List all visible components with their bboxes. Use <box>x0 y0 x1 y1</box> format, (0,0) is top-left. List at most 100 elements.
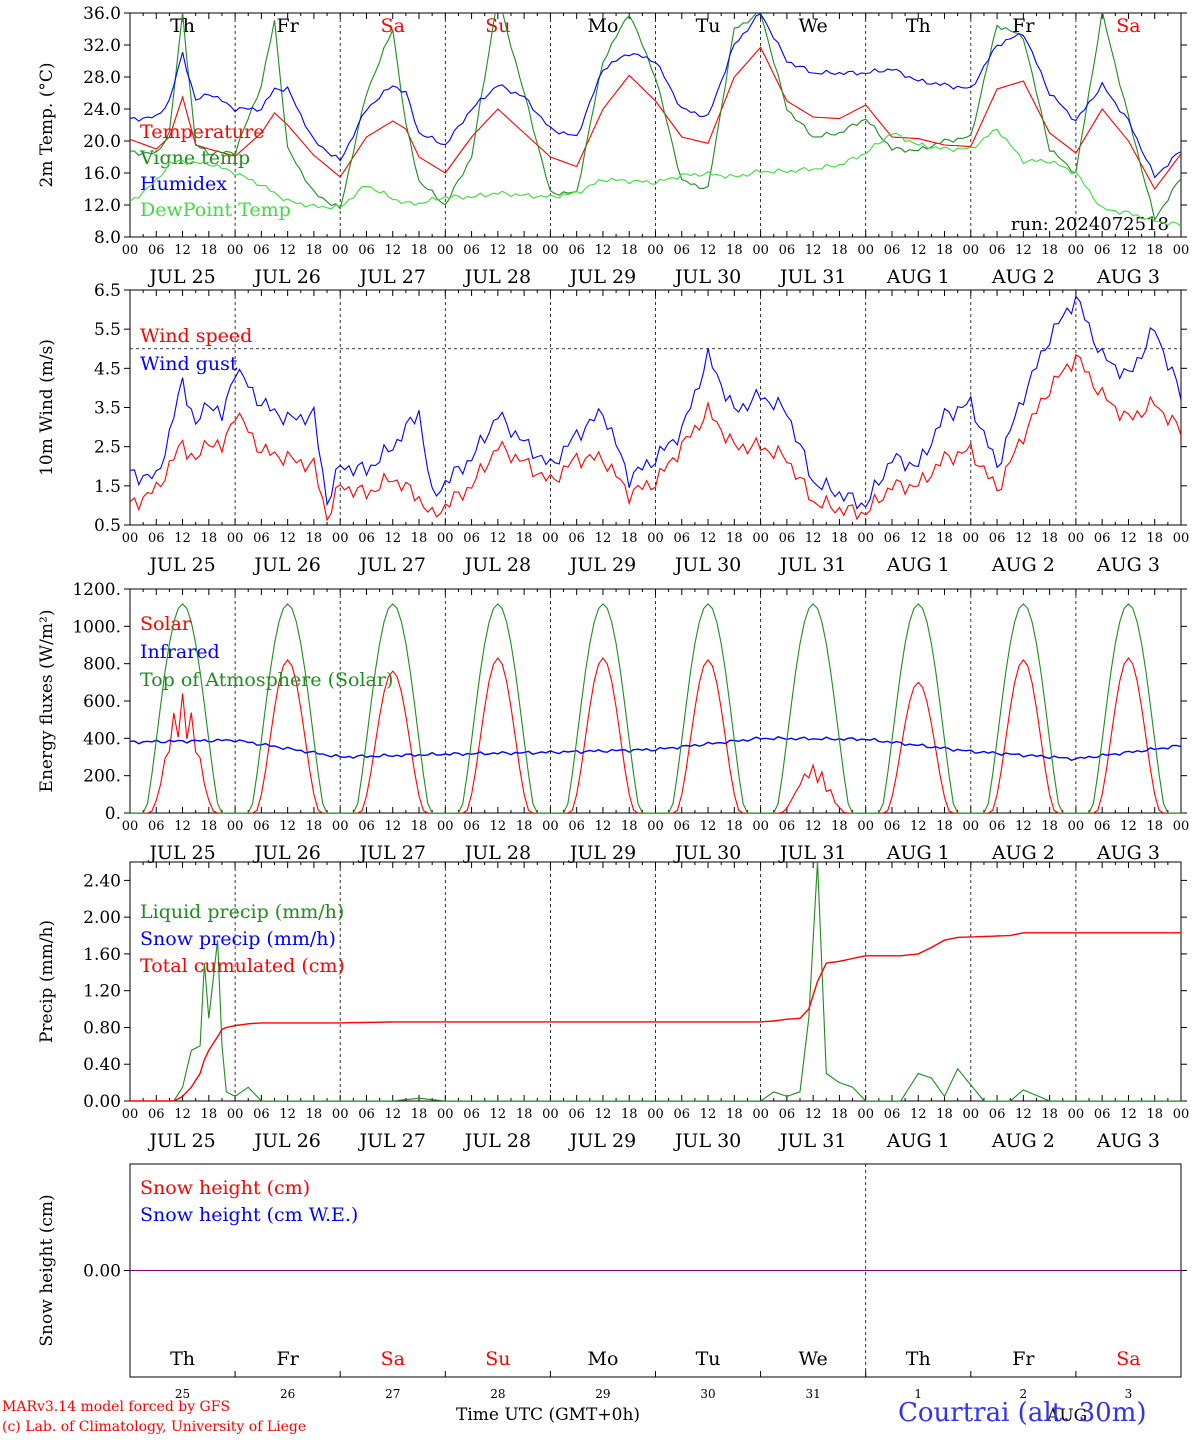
panel-energy: 0. 200. 400. 600. 800. 1000. 1200. Energy fluxe… <box>37 580 1189 864</box>
hour-tick-label: 18 <box>516 1107 533 1122</box>
weekday-label: Th <box>170 1348 195 1370</box>
day-number-label: 3 <box>1125 1387 1133 1401</box>
hour-tick-label: 18 <box>831 1107 848 1122</box>
y-tick-label: 20.0 <box>83 132 121 152</box>
hour-tick-label: 00 <box>647 531 664 546</box>
day-number-label: 25 <box>175 1387 190 1401</box>
hour-tick-label: 00 <box>1173 819 1190 834</box>
hour-tick-label: 18 <box>306 819 323 834</box>
overlay-label: AUG <box>1046 1406 1087 1426</box>
hour-tick-label: 06 <box>463 531 480 546</box>
date-label: AUG 1 <box>886 842 950 864</box>
hour-tick-label: 00 <box>122 819 139 834</box>
hour-tick-label: 06 <box>884 819 901 834</box>
y-axis-label: 2m Temp. (°C) <box>37 62 57 187</box>
legend-entry: Infrared <box>140 641 220 663</box>
hour-tick-label: 00 <box>857 1107 874 1122</box>
date-label: JUL 30 <box>673 554 741 576</box>
legend-entry: Snow height (cm W.E.) <box>140 1204 358 1226</box>
weekday-label: Fr <box>1012 1348 1035 1370</box>
hour-tick-label: 12 <box>1015 819 1032 834</box>
hour-tick-label: 00 <box>1068 1107 1085 1122</box>
hour-tick-label: 12 <box>700 1107 717 1122</box>
date-label: AUG 1 <box>886 554 950 576</box>
weekday-label: Th <box>906 15 931 37</box>
date-label: AUG 3 <box>1096 554 1160 576</box>
y-tick-label: 1.60 <box>83 945 121 965</box>
series-line-humidex <box>130 13 1181 179</box>
hour-tick-label: 00 <box>752 243 769 258</box>
hour-tick-label: 12 <box>384 819 401 834</box>
hour-tick-label: 12 <box>595 531 612 546</box>
hour-tick-label: 12 <box>279 1107 296 1122</box>
hour-tick-label: 00 <box>963 1107 980 1122</box>
legend-entry: Temperature <box>140 121 264 143</box>
hour-tick-label: 06 <box>463 1107 480 1122</box>
hour-tick-label: 12 <box>910 531 927 546</box>
hour-tick-label: 18 <box>306 1107 323 1122</box>
hour-tick-label: 18 <box>936 243 953 258</box>
location-label: Courtrai (alt. 30m) <box>898 1398 1147 1428</box>
hour-tick-label: 18 <box>516 243 533 258</box>
hour-tick-label: 18 <box>831 243 848 258</box>
y-tick-label: 0.40 <box>83 1055 121 1075</box>
y-tick-label: 12.0 <box>83 196 121 216</box>
hour-tick-label: 18 <box>936 819 953 834</box>
hour-tick-label: 06 <box>358 819 375 834</box>
y-tick-label: 36.0 <box>83 4 121 24</box>
hour-tick-label: 06 <box>989 243 1006 258</box>
series-line-temperature <box>130 46 1181 191</box>
y-tick-label: 3.5 <box>94 399 121 419</box>
hour-tick-label: 06 <box>779 531 796 546</box>
hour-tick-label: 06 <box>1094 1107 1111 1122</box>
hour-tick-label: 12 <box>1120 531 1137 546</box>
y-tick-label: 1000. <box>72 617 121 637</box>
hour-tick-label: 00 <box>752 819 769 834</box>
hour-tick-label: 12 <box>174 531 191 546</box>
date-label: JUL 29 <box>568 554 636 576</box>
x-axis-title: Time UTC (GMT+0h) <box>456 1405 641 1425</box>
hour-tick-label: 00 <box>227 1107 244 1122</box>
legend-entry: Vigne temp <box>139 147 250 169</box>
hour-tick-label: 18 <box>201 1107 218 1122</box>
hour-tick-label: 12 <box>384 243 401 258</box>
y-tick-label: 0.00 <box>83 1262 121 1282</box>
hour-tick-label: 00 <box>437 531 454 546</box>
hour-tick-label: 18 <box>1146 1107 1163 1122</box>
date-label: AUG 1 <box>886 1130 950 1152</box>
y-tick-label: 0.00 <box>83 1092 121 1112</box>
day-number-label: 31 <box>806 1387 821 1401</box>
series-line-infrared <box>130 736 1181 762</box>
hour-tick-label: 12 <box>490 819 507 834</box>
hour-tick-label: 18 <box>726 819 743 834</box>
date-label: JUL 30 <box>673 266 741 288</box>
date-label: JUL 30 <box>673 1130 741 1152</box>
weekday-label: Mo <box>587 15 618 37</box>
legend-entry: Snow precip (mm/h) <box>140 928 336 950</box>
date-label: AUG 3 <box>1096 266 1160 288</box>
hour-tick-label: 06 <box>148 531 165 546</box>
hour-tick-label: 06 <box>253 531 270 546</box>
date-label: JUL 28 <box>463 266 531 288</box>
date-label: JUL 31 <box>778 266 846 288</box>
date-label: JUL 31 <box>778 1130 846 1152</box>
date-label: JUL 31 <box>778 554 846 576</box>
hour-tick-label: 12 <box>279 243 296 258</box>
hour-tick-label: 00 <box>963 243 980 258</box>
date-label: JUL 27 <box>358 554 426 576</box>
hour-tick-label: 06 <box>568 531 585 546</box>
plot-frame <box>129 861 1182 1102</box>
date-label: AUG 2 <box>991 1130 1055 1152</box>
y-tick-label: 2.40 <box>83 871 121 891</box>
hour-tick-label: 06 <box>358 243 375 258</box>
hour-tick-label: 12 <box>1015 531 1032 546</box>
date-label: JUL 27 <box>358 266 426 288</box>
weekday-label: Tu <box>696 1348 721 1370</box>
series-line-top-of-atmosphere-solar <box>130 603 1181 813</box>
y-tick-label: 600. <box>83 692 121 712</box>
hour-tick-label: 06 <box>674 1107 691 1122</box>
hour-tick-label: 00 <box>122 1107 139 1122</box>
hour-tick-label: 00 <box>963 531 980 546</box>
hour-tick-label: 12 <box>805 1107 822 1122</box>
